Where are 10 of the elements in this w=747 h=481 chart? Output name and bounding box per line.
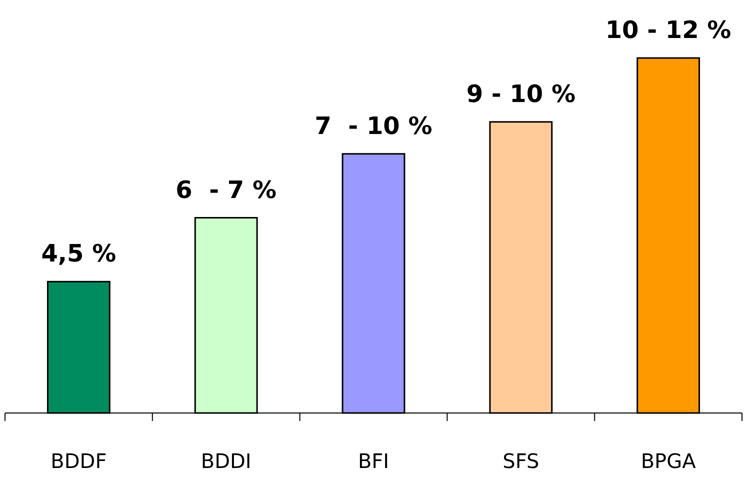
annotation: 10 - 12 %	[605, 16, 732, 44]
x-tick-label: BDDF	[50, 449, 107, 473]
x-tick-label: BPGA	[640, 449, 696, 473]
x-tick-label: BFI	[358, 449, 390, 473]
annotation: 6 - 7 %	[176, 176, 277, 204]
annotation: 4,5 %	[41, 240, 116, 268]
annotation: 9 - 10 %	[466, 80, 576, 108]
x-tick-label: SFS	[502, 449, 540, 473]
x-tick-label: BDDI	[200, 449, 252, 473]
annotation: 7 - 10 %	[314, 112, 432, 140]
